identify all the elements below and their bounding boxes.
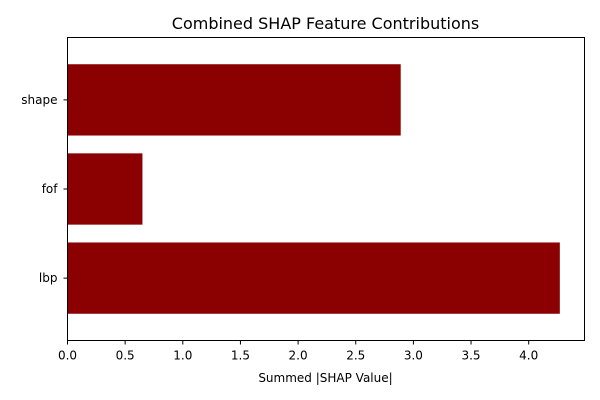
x-axis-ticks: 0.0 0.5 1.0 1.5 2.0 2.5 3.0 3.5 4.0 — [58, 341, 538, 363]
bar-shape — [68, 64, 401, 135]
x-tick-label: 1.5 — [231, 349, 250, 363]
x-tick-label: 2.5 — [346, 349, 365, 363]
chart-title: Combined SHAP Feature Contributions — [172, 14, 479, 33]
x-tick-label: 3.0 — [404, 349, 423, 363]
y-tick-label-shape: shape — [21, 93, 57, 107]
x-tick-label: 3.5 — [461, 349, 480, 363]
y-axis-ticks: shape fof lbp — [21, 93, 67, 285]
bar-lbp — [68, 242, 560, 313]
bars-group — [68, 64, 560, 314]
y-tick-label-lbp: lbp — [39, 271, 58, 285]
x-tick-label: 0.5 — [116, 349, 135, 363]
x-tick-label: 1.0 — [173, 349, 192, 363]
x-axis-label: Summed |SHAP Value| — [258, 371, 392, 385]
x-tick-label: 0.0 — [58, 349, 77, 363]
x-tick-label: 2.0 — [289, 349, 308, 363]
bar-fof — [68, 153, 143, 224]
y-tick-label-fof: fof — [42, 182, 59, 196]
x-tick-label: 4.0 — [519, 349, 538, 363]
